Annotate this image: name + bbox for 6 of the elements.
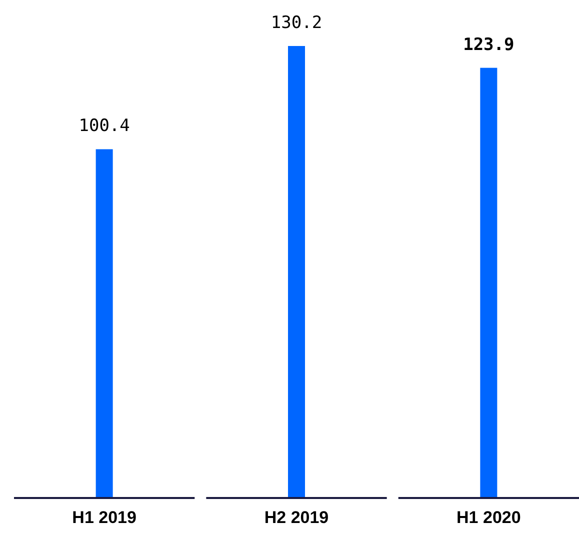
x-tick-label: H1 2020: [456, 508, 521, 527]
x-tick-label: H2 2019: [264, 508, 329, 527]
data-label: 123.9: [463, 34, 514, 55]
data-label: 130.2: [270, 13, 322, 33]
x-tick-label: H1 2019: [72, 508, 136, 527]
data-label: 100.4: [78, 116, 130, 136]
